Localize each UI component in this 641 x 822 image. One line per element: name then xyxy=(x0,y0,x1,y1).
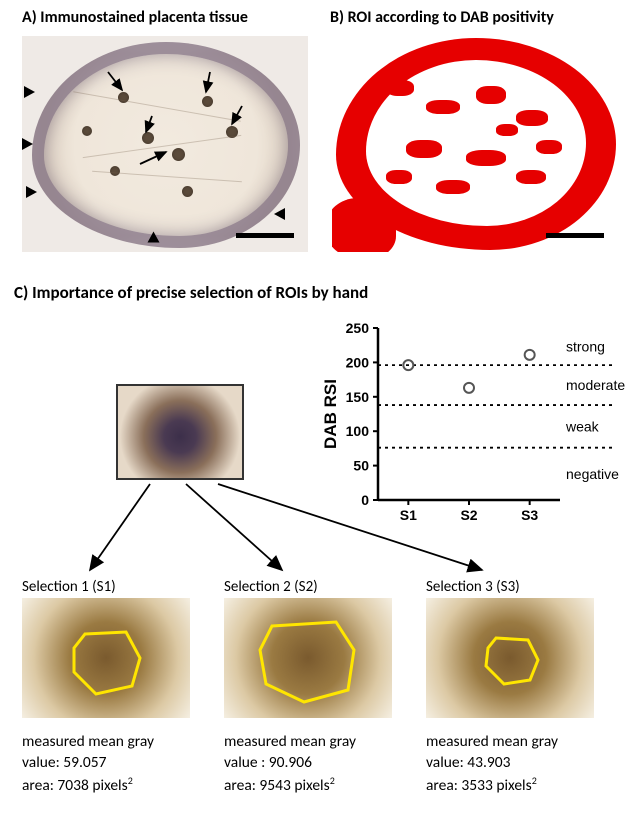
selection-1-measurements: measured mean gray value: 59.057 area: 7… xyxy=(22,732,154,797)
selection-2-measurements: measured mean gray value : 90.906 area: … xyxy=(224,732,356,797)
selection-1-title: Selection 1 (S1) xyxy=(22,578,116,596)
selection-3-image xyxy=(426,598,594,718)
selection-2-image xyxy=(224,598,392,718)
selection-3-title: Selection 3 (S3) xyxy=(426,578,520,596)
selection-1-image xyxy=(22,598,190,718)
selection-3-measurements: measured mean gray value: 43.903 area: 3… xyxy=(426,732,558,797)
selection-2-title: Selection 2 (S2) xyxy=(224,578,318,596)
